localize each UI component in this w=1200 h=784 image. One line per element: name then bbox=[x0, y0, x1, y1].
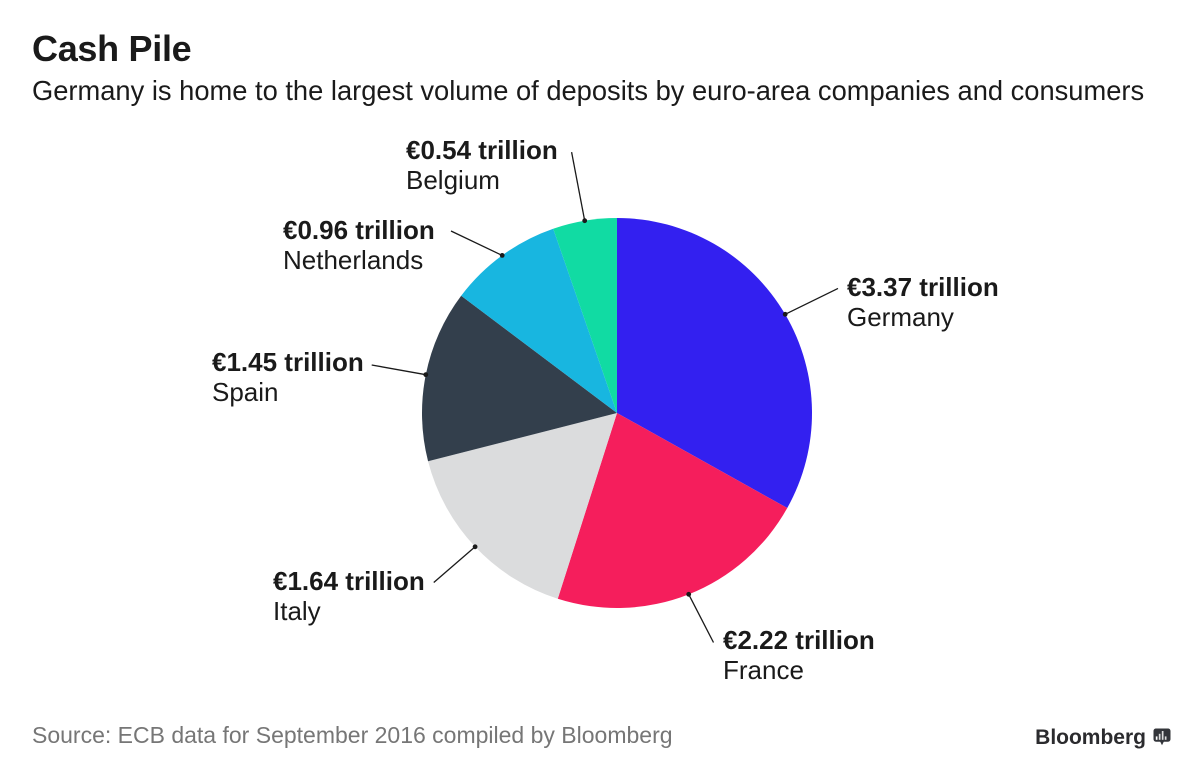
svg-text:€3.37 trillion: €3.37 trillion bbox=[847, 272, 999, 302]
svg-text:France: France bbox=[723, 655, 804, 685]
svg-text:€1.64 trillion: €1.64 trillion bbox=[273, 566, 425, 596]
svg-text:Belgium: Belgium bbox=[406, 165, 500, 195]
svg-text:€1.45 trillion: €1.45 trillion bbox=[212, 347, 364, 377]
svg-text:€0.54 trillion: €0.54 trillion bbox=[406, 135, 558, 165]
svg-text:€0.96 trillion: €0.96 trillion bbox=[283, 215, 435, 245]
svg-text:Italy: Italy bbox=[273, 596, 321, 626]
svg-text:Germany: Germany bbox=[847, 302, 954, 332]
svg-text:€2.22 trillion: €2.22 trillion bbox=[723, 625, 875, 655]
svg-text:Spain: Spain bbox=[212, 377, 279, 407]
svg-text:Netherlands: Netherlands bbox=[283, 245, 423, 275]
